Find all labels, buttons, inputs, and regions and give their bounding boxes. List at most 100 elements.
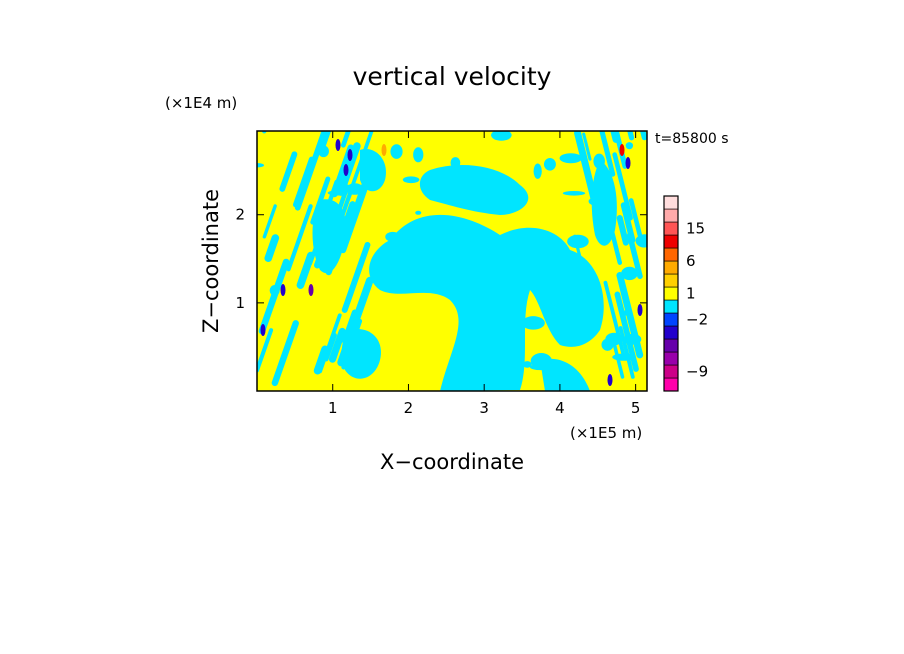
negative-patch <box>562 190 586 196</box>
negative-patch <box>533 163 542 179</box>
extreme-speck <box>381 144 387 156</box>
y-tick-label: 1 <box>235 294 245 312</box>
negative-stripe <box>613 131 628 169</box>
negative-stripe <box>271 320 299 387</box>
colorbar-swatch <box>663 208 679 223</box>
negative-stripe <box>322 223 345 273</box>
negative-stripe <box>586 279 600 321</box>
negative-stripe <box>310 176 331 225</box>
negative-stripe <box>628 198 643 237</box>
x-axis: 1 2 3 4 5 <box>328 131 640 417</box>
x-tick-label: 1 <box>328 399 338 417</box>
negative-patch <box>567 234 589 249</box>
negative-patch <box>522 361 532 368</box>
extreme-speck <box>619 144 625 156</box>
negative-patch <box>635 234 647 248</box>
negative-patch <box>413 147 424 163</box>
negative-stripe <box>264 234 280 262</box>
extreme-speck <box>260 324 266 336</box>
negative-patch <box>567 376 577 391</box>
negative-region <box>540 358 590 391</box>
negative-stripe <box>640 131 647 141</box>
x-axis-label: X−coordinate <box>380 450 524 474</box>
colorbar: −9 −2 1 6 15 <box>663 195 708 392</box>
negative-stripe <box>612 152 633 221</box>
colorbar-swatch <box>663 273 679 288</box>
extreme-speck <box>637 304 643 316</box>
negative-patch <box>522 319 540 325</box>
colorbar-swatch <box>663 377 679 392</box>
negative-region <box>419 165 529 215</box>
colorbar-swatch <box>663 221 679 236</box>
negative-stripe <box>320 131 332 148</box>
negative-stripe <box>586 269 600 309</box>
plot-frame <box>256 130 648 392</box>
negative-stripe <box>340 166 375 254</box>
colorbar-swatch <box>663 286 679 301</box>
negative-stripe <box>573 234 595 312</box>
colorbar-swatch <box>663 351 679 366</box>
negative-stripe <box>286 204 313 272</box>
negative-stripe <box>341 242 371 313</box>
negative-patch <box>257 163 265 168</box>
negative-stripe <box>599 131 616 177</box>
negative-stripe <box>622 340 632 367</box>
x-unit-label: (×1E5 m) <box>570 424 642 442</box>
negative-patch <box>461 253 486 259</box>
x-tick-label: 5 <box>631 399 641 417</box>
negative-stripe <box>337 276 374 367</box>
negative-patch <box>390 144 403 159</box>
colorbar-label: 1 <box>686 285 696 303</box>
negative-patch <box>612 353 636 361</box>
colorbar-frame <box>663 195 679 392</box>
extreme-speck <box>335 139 341 151</box>
colorbar-label: −9 <box>686 363 708 381</box>
negative-patch <box>553 322 568 337</box>
negative-patch <box>408 235 416 243</box>
negative-patch <box>346 183 364 195</box>
negative-stripe <box>262 204 277 239</box>
negative-stripe <box>337 142 361 196</box>
negative-stripe <box>340 131 351 148</box>
negative-patch <box>469 312 488 325</box>
negative-patch <box>529 363 552 371</box>
negative-patch <box>621 310 632 316</box>
negative-patch <box>455 240 477 252</box>
negative-stripe <box>262 131 267 134</box>
contour-field <box>257 131 647 391</box>
x-tick-label: 4 <box>555 399 565 417</box>
negative-stripe <box>314 206 340 269</box>
extreme-speck <box>625 157 631 169</box>
negative-patch <box>601 338 614 351</box>
negative-patch <box>491 131 512 141</box>
negative-patch <box>415 210 422 215</box>
colorbar-swatch <box>663 247 679 262</box>
negative-stripe <box>325 188 354 261</box>
extreme-speck <box>308 284 314 296</box>
negative-patch <box>318 145 329 158</box>
negative-stripe <box>279 151 298 192</box>
negative-stripe <box>582 132 592 161</box>
negative-stripe <box>626 232 643 280</box>
negative-patch <box>623 333 642 345</box>
negative-stripe <box>313 345 329 375</box>
colorbar-swatch <box>663 299 679 314</box>
negative-patch <box>621 266 638 281</box>
negative-patch <box>516 230 537 243</box>
colorbar-swatch <box>663 234 679 249</box>
negative-patch <box>593 153 605 169</box>
negative-stripe <box>603 280 627 360</box>
negative-patch <box>327 190 348 196</box>
y-axis: 12 <box>235 206 647 312</box>
negative-stripe <box>294 131 328 211</box>
negative-stripe <box>344 162 373 237</box>
negative-stripe <box>328 327 346 363</box>
colorbar-swatch <box>663 260 679 275</box>
extreme-speck <box>347 149 353 161</box>
negative-stripe <box>258 258 290 335</box>
negative-stripe <box>257 328 274 373</box>
x-tick-label: 3 <box>479 399 489 417</box>
plot-area <box>256 130 648 392</box>
colorbar-swatch <box>663 338 679 353</box>
